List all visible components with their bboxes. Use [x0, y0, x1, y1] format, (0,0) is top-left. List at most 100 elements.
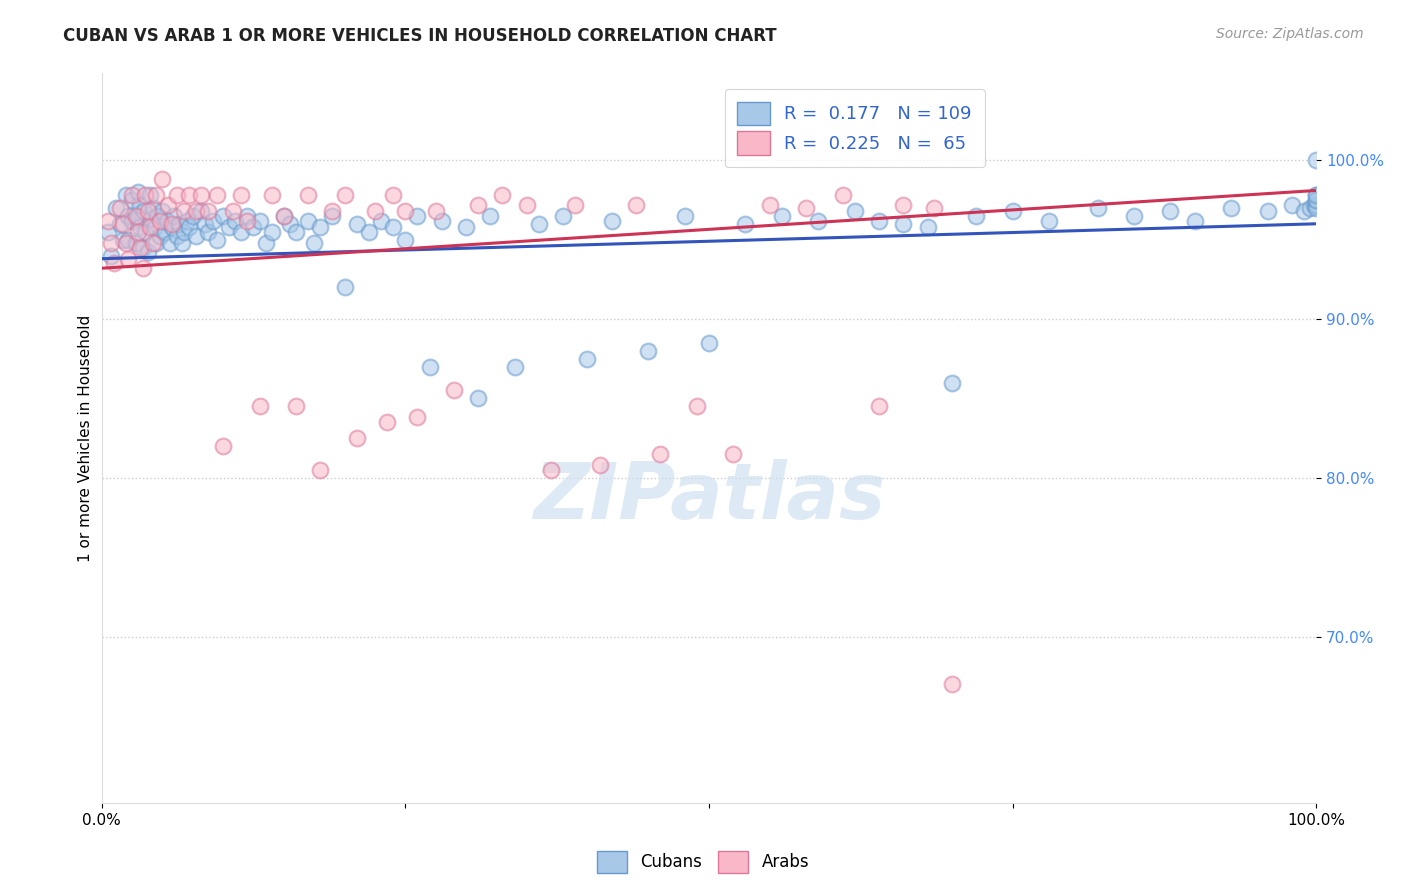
- Point: [297, 188, 319, 202]
- Point: [132, 261, 155, 276]
- Point: [173, 225, 195, 239]
- Point: [134, 204, 156, 219]
- Point: [112, 217, 135, 231]
- Point: [917, 219, 939, 234]
- Point: [177, 188, 200, 202]
- Point: [170, 235, 193, 250]
- Point: [134, 188, 156, 202]
- Point: [1159, 204, 1181, 219]
- Point: [1184, 213, 1206, 227]
- Point: [333, 188, 356, 202]
- Point: [419, 359, 441, 374]
- Point: [516, 198, 538, 212]
- Point: [132, 241, 155, 255]
- Point: [406, 209, 429, 223]
- Point: [309, 219, 332, 234]
- Point: [686, 400, 709, 414]
- Point: [540, 463, 562, 477]
- Point: [922, 201, 945, 215]
- Point: [553, 209, 575, 223]
- Point: [197, 225, 219, 239]
- Point: [868, 213, 890, 227]
- Point: [375, 415, 398, 429]
- Point: [139, 188, 162, 202]
- Point: [284, 400, 307, 414]
- Point: [129, 219, 152, 234]
- Point: [176, 213, 198, 227]
- Point: [430, 213, 453, 227]
- Point: [146, 209, 169, 223]
- Point: [173, 204, 195, 219]
- Point: [108, 201, 131, 215]
- Point: [145, 188, 167, 202]
- Point: [382, 188, 405, 202]
- Point: [150, 204, 173, 219]
- Point: [734, 217, 756, 231]
- Point: [100, 235, 122, 250]
- Point: [364, 204, 387, 219]
- Point: [576, 351, 599, 366]
- Point: [1305, 188, 1327, 202]
- Point: [153, 225, 176, 239]
- Point: [284, 225, 307, 239]
- Point: [121, 188, 143, 202]
- Point: [321, 209, 343, 223]
- Point: [212, 209, 235, 223]
- Point: [197, 204, 219, 219]
- Point: [443, 384, 465, 398]
- Point: [115, 188, 138, 202]
- Point: [370, 213, 392, 227]
- Point: [177, 219, 200, 234]
- Point: [163, 209, 186, 223]
- Point: [1299, 201, 1322, 215]
- Point: [194, 217, 217, 231]
- Point: [844, 204, 866, 219]
- Point: [891, 198, 914, 212]
- Point: [127, 185, 149, 199]
- Point: [117, 233, 139, 247]
- Point: [231, 225, 253, 239]
- Point: [139, 212, 162, 227]
- Point: [309, 463, 332, 477]
- Point: [273, 209, 295, 223]
- Point: [1305, 201, 1327, 215]
- Point: [97, 225, 120, 239]
- Point: [121, 193, 143, 207]
- Point: [1305, 188, 1327, 202]
- Point: [160, 217, 183, 231]
- Point: [503, 359, 526, 374]
- Point: [166, 229, 188, 244]
- Point: [564, 198, 586, 212]
- Point: [129, 198, 152, 212]
- Point: [491, 188, 513, 202]
- Point: [224, 213, 246, 227]
- Point: [1038, 213, 1060, 227]
- Point: [624, 198, 647, 212]
- Point: [479, 209, 502, 223]
- Point: [205, 233, 228, 247]
- Point: [105, 201, 128, 215]
- Point: [758, 198, 780, 212]
- Point: [190, 188, 212, 202]
- Point: [186, 229, 208, 244]
- Point: [169, 217, 191, 231]
- Point: [302, 235, 325, 250]
- Point: [891, 217, 914, 231]
- Point: [1001, 204, 1024, 219]
- Point: [129, 241, 152, 255]
- Point: [166, 188, 188, 202]
- Point: [103, 256, 125, 270]
- Point: [770, 209, 793, 223]
- Point: [1087, 201, 1109, 215]
- Point: [112, 233, 135, 247]
- Point: [357, 225, 380, 239]
- Point: [273, 209, 295, 223]
- Point: [159, 235, 181, 250]
- Point: [249, 213, 271, 227]
- Point: [650, 447, 672, 461]
- Point: [218, 219, 240, 234]
- Point: [145, 235, 167, 250]
- Point: [1305, 193, 1327, 207]
- Text: Source: ZipAtlas.com: Source: ZipAtlas.com: [1216, 27, 1364, 41]
- Point: [117, 209, 139, 223]
